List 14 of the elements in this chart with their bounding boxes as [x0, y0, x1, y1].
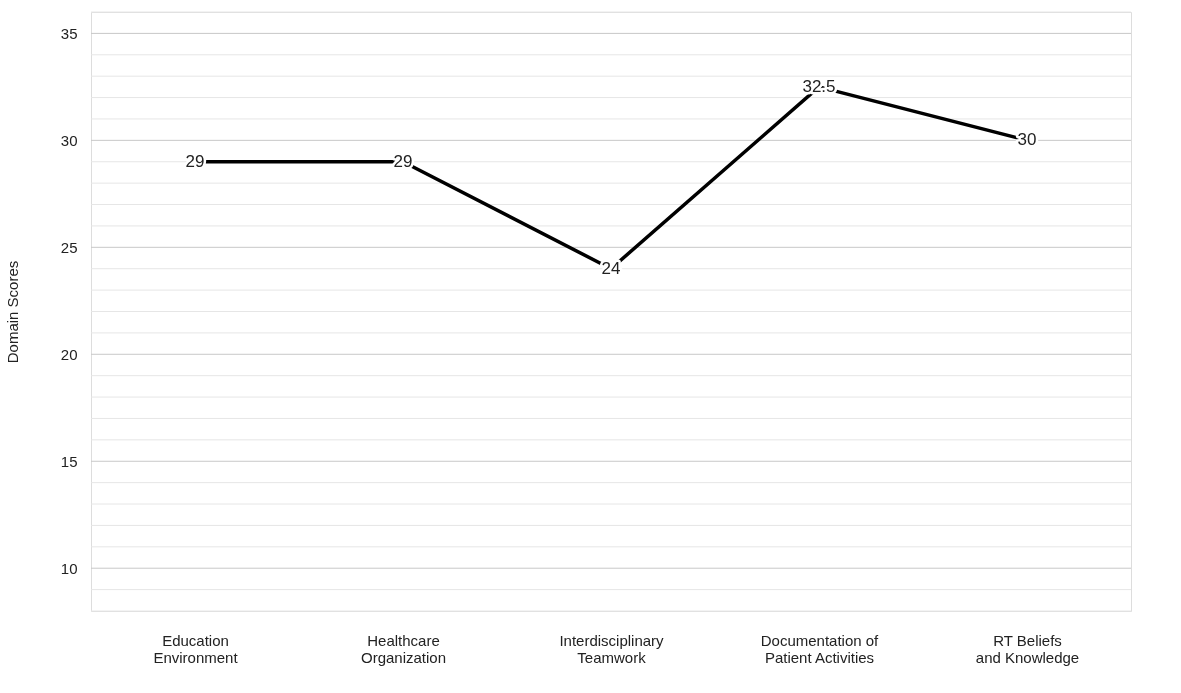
x-tick-label: Healthcare Organization [360, 631, 447, 666]
x-tick-label: Education Environment [153, 631, 239, 666]
y-tick-label: 25 [60, 238, 78, 256]
x-tick-label: Documentation of Patient Activities [760, 631, 880, 666]
y-tick-label: 15 [60, 452, 78, 470]
y-tick-label: 30 [60, 131, 78, 149]
y-axis-title: Domain Scores [3, 260, 21, 364]
y-tick-label: 20 [60, 345, 78, 363]
data-label: 29 [185, 151, 205, 171]
y-tick-label: 10 [60, 559, 78, 577]
x-tick-label: Interdisciplinary Teamwork [559, 631, 665, 666]
x-tick-label: RT Beliefs and Knowledge [975, 631, 1080, 666]
y-tick-label: 35 [60, 24, 78, 42]
data-label: 30 [1017, 130, 1037, 150]
